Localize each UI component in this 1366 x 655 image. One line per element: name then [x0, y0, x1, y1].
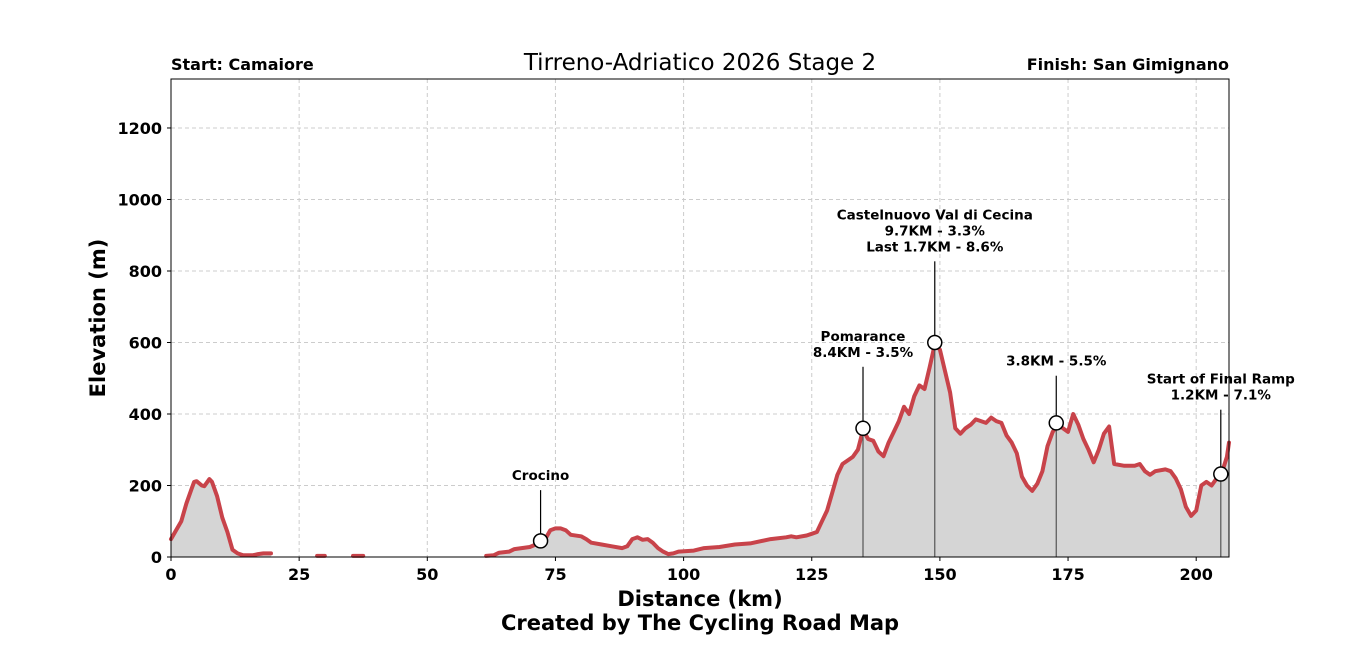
x-tick-label: 175 — [1051, 565, 1084, 584]
x-axis-label: Distance (km) — [617, 587, 782, 611]
ticks: 0 25 50 75 100 125 150 175 200 0 200 400 600 800 1000 1… — [117, 119, 1212, 584]
finish-label: Finish: San Gimignano — [1027, 55, 1229, 74]
annotation-label: Last 1.7KM - 8.6% — [866, 239, 1004, 255]
x-tick-label: 125 — [795, 565, 828, 584]
climb-marker — [927, 334, 943, 351]
y-tick-label: 400 — [129, 405, 162, 424]
x-tick-label: 100 — [667, 565, 700, 584]
annotation-label: Crocino — [512, 468, 569, 484]
x-tick-label: 0 — [165, 565, 176, 584]
annotation-label: 3.8KM - 5.5% — [1006, 354, 1107, 370]
annotation-label: 8.4KM - 3.5% — [813, 345, 914, 361]
y-tick-label: 600 — [129, 333, 162, 352]
grid — [171, 79, 1229, 557]
annotation-label: 1.2KM - 7.1% — [1171, 388, 1272, 404]
y-tick-label: 200 — [129, 476, 162, 495]
climb-marker — [1213, 466, 1229, 482]
y-tick-label: 1200 — [117, 119, 162, 138]
climb-marker — [532, 533, 549, 549]
annotation-label: 9.7KM - 3.3% — [885, 223, 986, 239]
profile-line — [169, 477, 273, 558]
credit-text: Created by The Cycling Road Map — [501, 611, 899, 635]
x-tick-label: 200 — [1179, 565, 1212, 584]
y-axis-label: Elevation (m) — [86, 239, 110, 398]
x-tick-label: 150 — [923, 565, 956, 584]
y-tick-label: 800 — [129, 262, 162, 281]
annotation-label: Start of Final Ramp — [1147, 372, 1295, 388]
chart-title: Tirreno-Adriatico 2026 Stage 2 — [523, 50, 876, 76]
climb-marker — [855, 420, 871, 437]
x-tick-label: 50 — [416, 565, 438, 584]
annotation-label: Castelnuovo Val di Cecina — [837, 207, 1033, 223]
plot-frame — [170, 78, 1230, 558]
x-tick-label: 25 — [288, 565, 310, 584]
y-tick-label: 1000 — [117, 190, 162, 209]
y-tick-label: 0 — [151, 548, 162, 567]
start-label: Start: Camaiore — [171, 55, 314, 74]
climb-marker — [1048, 415, 1065, 431]
annotation-label: Pomarance — [821, 329, 906, 345]
x-tick-label: 75 — [544, 565, 566, 584]
profile-area — [169, 342, 1231, 558]
profile-line — [484, 342, 1231, 558]
